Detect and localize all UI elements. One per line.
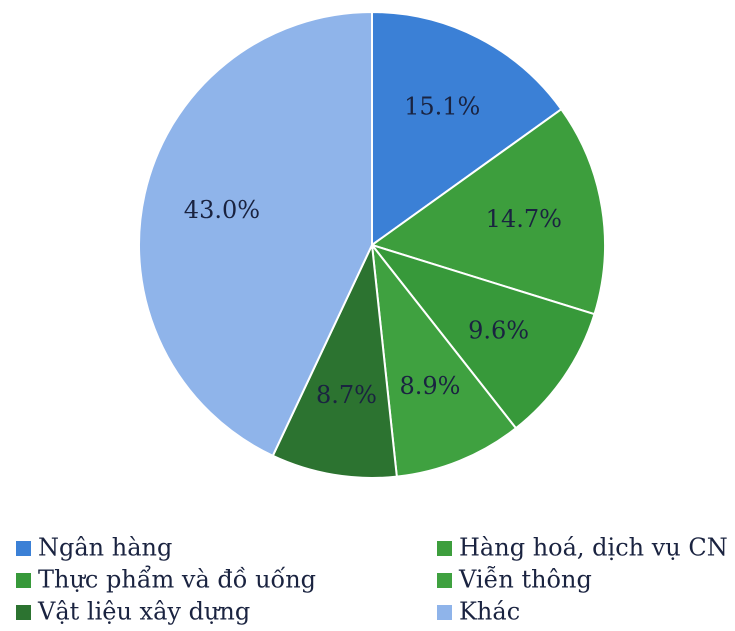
data-label: 15.1% xyxy=(404,93,480,121)
legend-label: Hàng hoá, dịch vụ CN xyxy=(459,534,728,562)
data-label: 8.9% xyxy=(399,372,460,400)
legend-swatch xyxy=(437,541,452,556)
legend-label: Viễn thông xyxy=(458,566,592,594)
pie-slice xyxy=(271,241,398,479)
legend-label: Vật liệu xây dựng xyxy=(37,598,250,626)
legend-label: Ngân hàng xyxy=(38,534,172,562)
pie-slice xyxy=(369,243,596,430)
data-label: 8.7% xyxy=(316,381,377,409)
pie-slice xyxy=(371,10,563,247)
pie-slice xyxy=(138,10,373,458)
data-label: 14.7% xyxy=(486,205,562,233)
legend-label: Khác xyxy=(459,598,520,626)
pie-slice xyxy=(370,241,518,478)
legend-swatch xyxy=(16,605,31,620)
legend-swatch xyxy=(16,573,31,588)
legend-swatch xyxy=(437,573,452,588)
data-label: 9.6% xyxy=(468,317,529,345)
legend-swatch xyxy=(437,605,452,620)
data-label: 43.0% xyxy=(184,196,260,224)
legend-label: Thực phẩm và đồ uống xyxy=(38,565,316,594)
legend-swatch xyxy=(16,541,31,556)
